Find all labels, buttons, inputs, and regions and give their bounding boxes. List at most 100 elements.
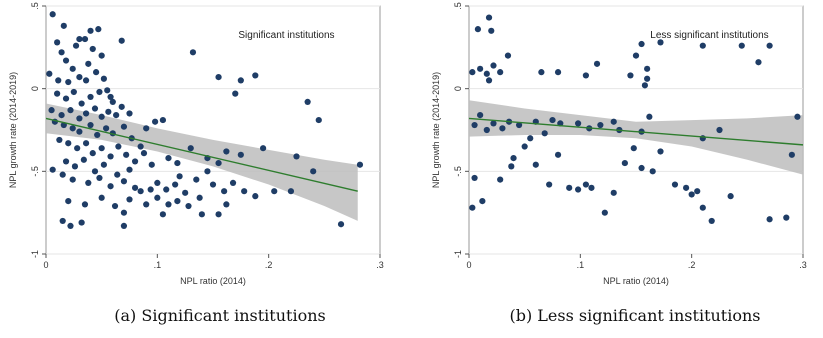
- less-significant-data-point-51: [532, 161, 539, 168]
- less-significant-data-point-47: [497, 176, 504, 183]
- significant-data-point-35: [82, 110, 90, 117]
- significant-x-axis-title: NPL ratio (2014): [180, 276, 246, 286]
- significant-data-point-63: [115, 143, 122, 150]
- significant-data-point-9: [87, 27, 94, 34]
- significant-data-point-20: [100, 75, 107, 82]
- less-significant-y-tick-label-0: -1: [453, 250, 463, 258]
- significant-data-point-110: [174, 159, 181, 167]
- significant-x-tick-label-3: .3: [376, 260, 384, 270]
- significant-data-point-40: [118, 103, 125, 110]
- less-significant-chart-title: Less significant institutions: [650, 30, 768, 41]
- significant-data-point-137: [159, 211, 166, 218]
- significant-data-point-14: [46, 70, 53, 77]
- significant-data-point-122: [241, 188, 248, 195]
- significant-data-point-1: [60, 22, 67, 29]
- less-significant-data-point-24: [641, 82, 649, 89]
- significant-data-point-113: [215, 159, 222, 167]
- significant-data-point-98: [111, 202, 119, 210]
- less-significant-data-point-46: [508, 163, 515, 170]
- significant-data-point-34: [76, 115, 83, 122]
- less-significant-data-point-27: [483, 126, 490, 134]
- significant-data-point-131: [356, 161, 364, 168]
- significant-data-point-2: [54, 39, 61, 46]
- less-significant-data-point-70: [716, 126, 723, 134]
- significant-data-point-56: [56, 136, 63, 144]
- significant-data-point-86: [163, 186, 170, 193]
- significant-data-point-83: [131, 184, 139, 191]
- significant-fitted-line: [45, 117, 358, 192]
- significant-data-point-72: [91, 168, 99, 175]
- less-significant-data-point-9: [504, 52, 512, 59]
- less-significant-data-point-77: [554, 151, 562, 158]
- chart-panel-less-significant: 0 .1 .2 .3 -1 -.5 0 .5 NPL ratio (2014) NPL growt…: [431, 2, 807, 286]
- less-significant-data-point-8: [485, 77, 493, 84]
- less-significant-x-tick-label-3: .3: [799, 260, 807, 270]
- significant-data-point-78: [69, 176, 76, 183]
- less-significant-data-point-40: [610, 118, 617, 125]
- significant-y-tick-label-1: -.5: [30, 166, 40, 177]
- less-significant-y-tick-label-1: -.5: [453, 166, 463, 177]
- significant-data-point-127: [304, 98, 311, 105]
- less-significant-data-point-2: [488, 27, 495, 34]
- significant-data-point-50: [120, 123, 128, 130]
- less-significant-data-point-34: [541, 130, 548, 137]
- significant-data-point-105: [196, 194, 203, 201]
- significant-data-point-136: [120, 209, 128, 216]
- significant-data-point-134: [215, 211, 222, 218]
- significant-data-point-44: [69, 125, 76, 132]
- less-significant-data-point-22: [644, 75, 651, 82]
- significant-data-point-76: [49, 166, 56, 173]
- significant-data-point-101: [154, 194, 161, 201]
- less-significant-data-point-54: [575, 186, 582, 193]
- less-significant-data-point-71: [727, 193, 734, 200]
- significant-data-point-108: [78, 219, 85, 226]
- significant-data-point-0: [49, 11, 56, 18]
- significant-data-point-106: [59, 217, 66, 225]
- significant-data-point-118: [237, 77, 244, 84]
- significant-y-tick-label-0: -1: [30, 250, 40, 258]
- significant-data-point-48: [103, 125, 110, 132]
- less-significant-data-point-28: [490, 120, 497, 127]
- significant-data-point-92: [209, 181, 217, 188]
- significant-data-point-99: [126, 196, 133, 203]
- less-significant-data-point-12: [582, 72, 589, 79]
- significant-data-point-7: [76, 35, 83, 43]
- significant-y-tick-label-2: 0: [30, 86, 40, 91]
- significant-data-point-5: [62, 57, 70, 64]
- significant-confidence-band: [46, 103, 358, 221]
- less-significant-data-point-32: [527, 135, 534, 142]
- significant-data-point-64: [123, 151, 130, 158]
- significant-data-point-11: [89, 45, 96, 53]
- less-significant-data-point-31: [516, 121, 523, 129]
- less-significant-data-point-4: [477, 65, 484, 72]
- significant-data-point-54: [159, 116, 166, 124]
- significant-data-point-132: [137, 188, 144, 195]
- significant-data-point-126: [293, 153, 300, 160]
- significant-data-point-10: [95, 26, 102, 33]
- significant-data-point-77: [59, 171, 66, 178]
- significant-data-point-85: [154, 179, 161, 187]
- significant-data-point-102: [165, 201, 172, 208]
- significant-data-point-80: [96, 174, 103, 182]
- significant-data-point-45: [76, 128, 83, 135]
- significant-data-point-39: [113, 112, 120, 119]
- less-significant-data-point-45: [510, 155, 517, 162]
- significant-data-point-130: [337, 221, 345, 228]
- less-significant-data-point-23: [627, 72, 634, 79]
- significant-data-point-36: [91, 105, 99, 112]
- significant-data-point-111: [187, 145, 194, 152]
- significant-data-point-128: [315, 116, 322, 124]
- significant-data-point-38: [105, 108, 112, 115]
- significant-data-point-21: [104, 87, 111, 94]
- significant-y-tick-label-3: .5: [30, 2, 40, 10]
- less-significant-data-point-64: [671, 181, 679, 188]
- less-significant-data-point-53: [566, 184, 573, 191]
- less-significant-data-point-60: [630, 145, 637, 152]
- less-significant-data-point-15: [638, 40, 645, 48]
- less-significant-fitted-line: [468, 117, 804, 146]
- less-significant-data-point-37: [575, 120, 582, 127]
- less-significant-data-point-69: [708, 217, 715, 225]
- less-significant-x-axis-title: NPL ratio (2014): [603, 276, 669, 286]
- significant-data-point-93: [221, 188, 228, 195]
- significant-data-point-58: [74, 145, 81, 152]
